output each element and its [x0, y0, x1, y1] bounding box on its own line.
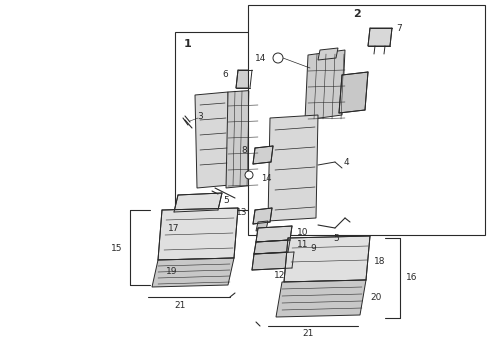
Text: 16: 16: [406, 274, 417, 283]
Text: 13: 13: [236, 207, 247, 216]
Text: 2: 2: [353, 9, 361, 19]
Polygon shape: [174, 193, 222, 212]
Polygon shape: [256, 221, 268, 231]
Polygon shape: [284, 236, 370, 282]
Text: 10: 10: [297, 228, 309, 237]
Text: 17: 17: [168, 224, 179, 233]
Polygon shape: [152, 258, 234, 287]
Text: 21: 21: [174, 301, 186, 310]
Text: 18: 18: [374, 257, 386, 266]
Polygon shape: [305, 50, 345, 120]
Text: 5: 5: [223, 195, 229, 204]
Text: 15: 15: [111, 243, 122, 252]
Polygon shape: [276, 280, 366, 317]
Polygon shape: [268, 115, 318, 221]
Bar: [248, 5, 485, 235]
Polygon shape: [339, 72, 368, 113]
Text: 14: 14: [261, 174, 271, 183]
Polygon shape: [226, 90, 258, 188]
Text: 4: 4: [343, 158, 349, 166]
Text: 3: 3: [197, 112, 203, 121]
Circle shape: [245, 171, 253, 179]
Text: 21: 21: [302, 329, 314, 338]
Polygon shape: [158, 208, 238, 260]
Text: 12: 12: [274, 271, 286, 280]
Text: 14: 14: [255, 54, 266, 63]
Text: 11: 11: [297, 239, 309, 248]
Text: 9: 9: [310, 243, 316, 252]
Polygon shape: [253, 208, 272, 224]
Polygon shape: [368, 28, 392, 46]
Polygon shape: [236, 70, 252, 88]
Circle shape: [273, 53, 283, 63]
Polygon shape: [195, 92, 230, 188]
Text: 19: 19: [166, 267, 177, 276]
Polygon shape: [318, 48, 338, 60]
Text: 20: 20: [370, 293, 381, 302]
Polygon shape: [256, 226, 292, 242]
Polygon shape: [252, 252, 294, 270]
Text: 8: 8: [241, 145, 247, 154]
Text: 5: 5: [333, 234, 339, 243]
Polygon shape: [254, 240, 290, 254]
Text: 6: 6: [222, 69, 228, 78]
Polygon shape: [253, 146, 273, 164]
Text: 7: 7: [396, 23, 402, 32]
Text: 1: 1: [184, 39, 192, 49]
Bar: [175, 32, 305, 210]
